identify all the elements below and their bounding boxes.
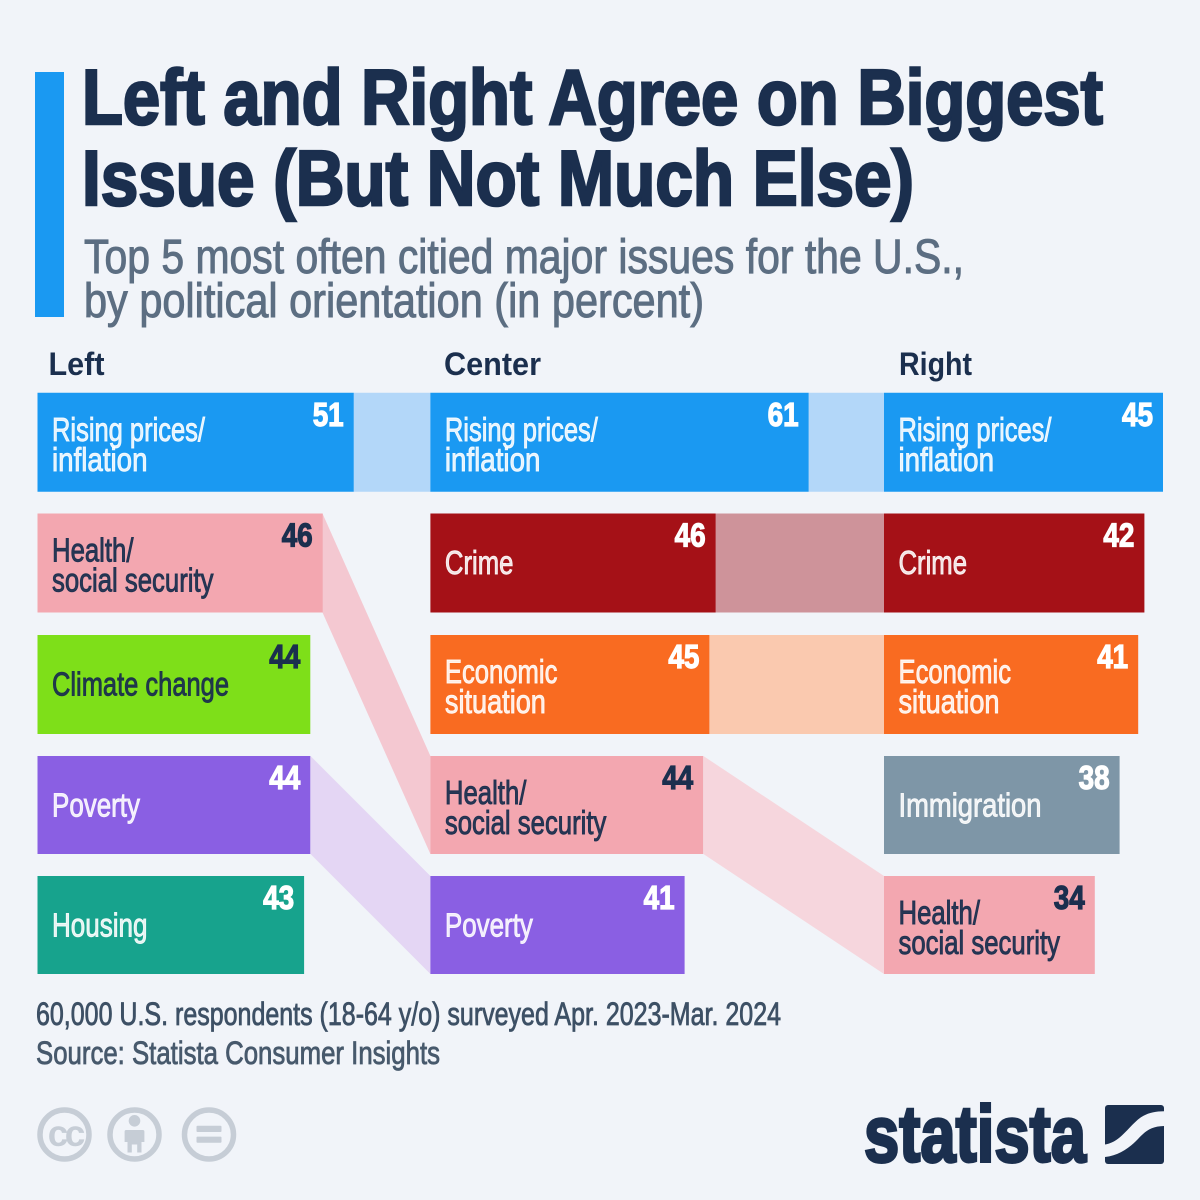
svg-text:60,000 U.S. respondents (18-64: 60,000 U.S. respondents (18-64 y/o) surv… <box>36 996 781 1032</box>
svg-text:44: 44 <box>269 759 301 796</box>
svg-text:Health/: Health/ <box>899 894 981 931</box>
svg-text:45: 45 <box>668 638 699 675</box>
svg-text:social security: social security <box>445 804 607 841</box>
svg-text:Economic: Economic <box>899 653 1012 690</box>
svg-text:43: 43 <box>263 879 294 916</box>
svg-text:Climate change: Climate change <box>52 666 229 703</box>
svg-text:Immigration: Immigration <box>899 787 1042 824</box>
svg-text:46: 46 <box>282 517 313 554</box>
svg-text:Rising prices/: Rising prices/ <box>899 411 1053 448</box>
svg-text:34: 34 <box>1054 879 1086 916</box>
svg-text:38: 38 <box>1079 759 1110 796</box>
svg-text:Crime: Crime <box>899 544 968 581</box>
svg-text:inflation: inflation <box>52 441 148 478</box>
svg-text:inflation: inflation <box>899 441 995 478</box>
svg-text:Left and Right Agree on Bigges: Left and Right Agree on Biggest <box>82 53 1103 141</box>
svg-text:by political orientation (in p: by political orientation (in percent) <box>84 275 704 328</box>
svg-text:46: 46 <box>675 517 706 554</box>
svg-text:Health/: Health/ <box>445 774 527 811</box>
svg-text:44: 44 <box>269 638 301 675</box>
svg-text:41: 41 <box>644 879 675 916</box>
svg-text:Housing: Housing <box>52 907 148 944</box>
svg-text:Rising prices/: Rising prices/ <box>52 411 206 448</box>
svg-text:situation: situation <box>445 683 546 720</box>
svg-text:inflation: inflation <box>445 441 541 478</box>
svg-text:42: 42 <box>1103 517 1134 554</box>
svg-text:Rising prices/: Rising prices/ <box>445 411 599 448</box>
svg-text:Left: Left <box>49 346 105 382</box>
svg-text:Issue (But Not Much Else): Issue (But Not Much Else) <box>82 134 914 222</box>
svg-text:61: 61 <box>768 396 799 433</box>
svg-text:Center: Center <box>444 346 541 382</box>
svg-text:44: 44 <box>662 759 694 796</box>
svg-text:Economic: Economic <box>445 653 558 690</box>
svg-text:45: 45 <box>1122 396 1153 433</box>
svg-text:social security: social security <box>899 924 1061 961</box>
svg-text:Right: Right <box>899 346 972 382</box>
svg-text:Health/: Health/ <box>52 532 134 569</box>
svg-text:41: 41 <box>1097 638 1128 675</box>
svg-text:Poverty: Poverty <box>445 907 533 944</box>
svg-text:situation: situation <box>899 683 1000 720</box>
svg-text:Poverty: Poverty <box>52 787 140 824</box>
svg-text:cc: cc <box>48 1113 85 1154</box>
svg-text:Crime: Crime <box>445 544 514 581</box>
svg-text:Source: Statista Consumer Insi: Source: Statista Consumer Insights <box>36 1035 440 1071</box>
svg-text:Top 5 most often citied major: Top 5 most often citied major issues for… <box>84 231 964 284</box>
svg-text:social security: social security <box>52 562 214 599</box>
svg-text:statista: statista <box>864 1090 1086 1179</box>
svg-text:51: 51 <box>313 396 344 433</box>
